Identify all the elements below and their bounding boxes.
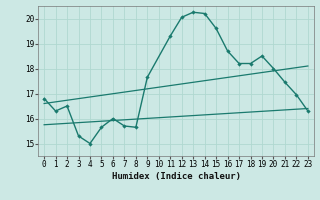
X-axis label: Humidex (Indice chaleur): Humidex (Indice chaleur) [111, 172, 241, 181]
